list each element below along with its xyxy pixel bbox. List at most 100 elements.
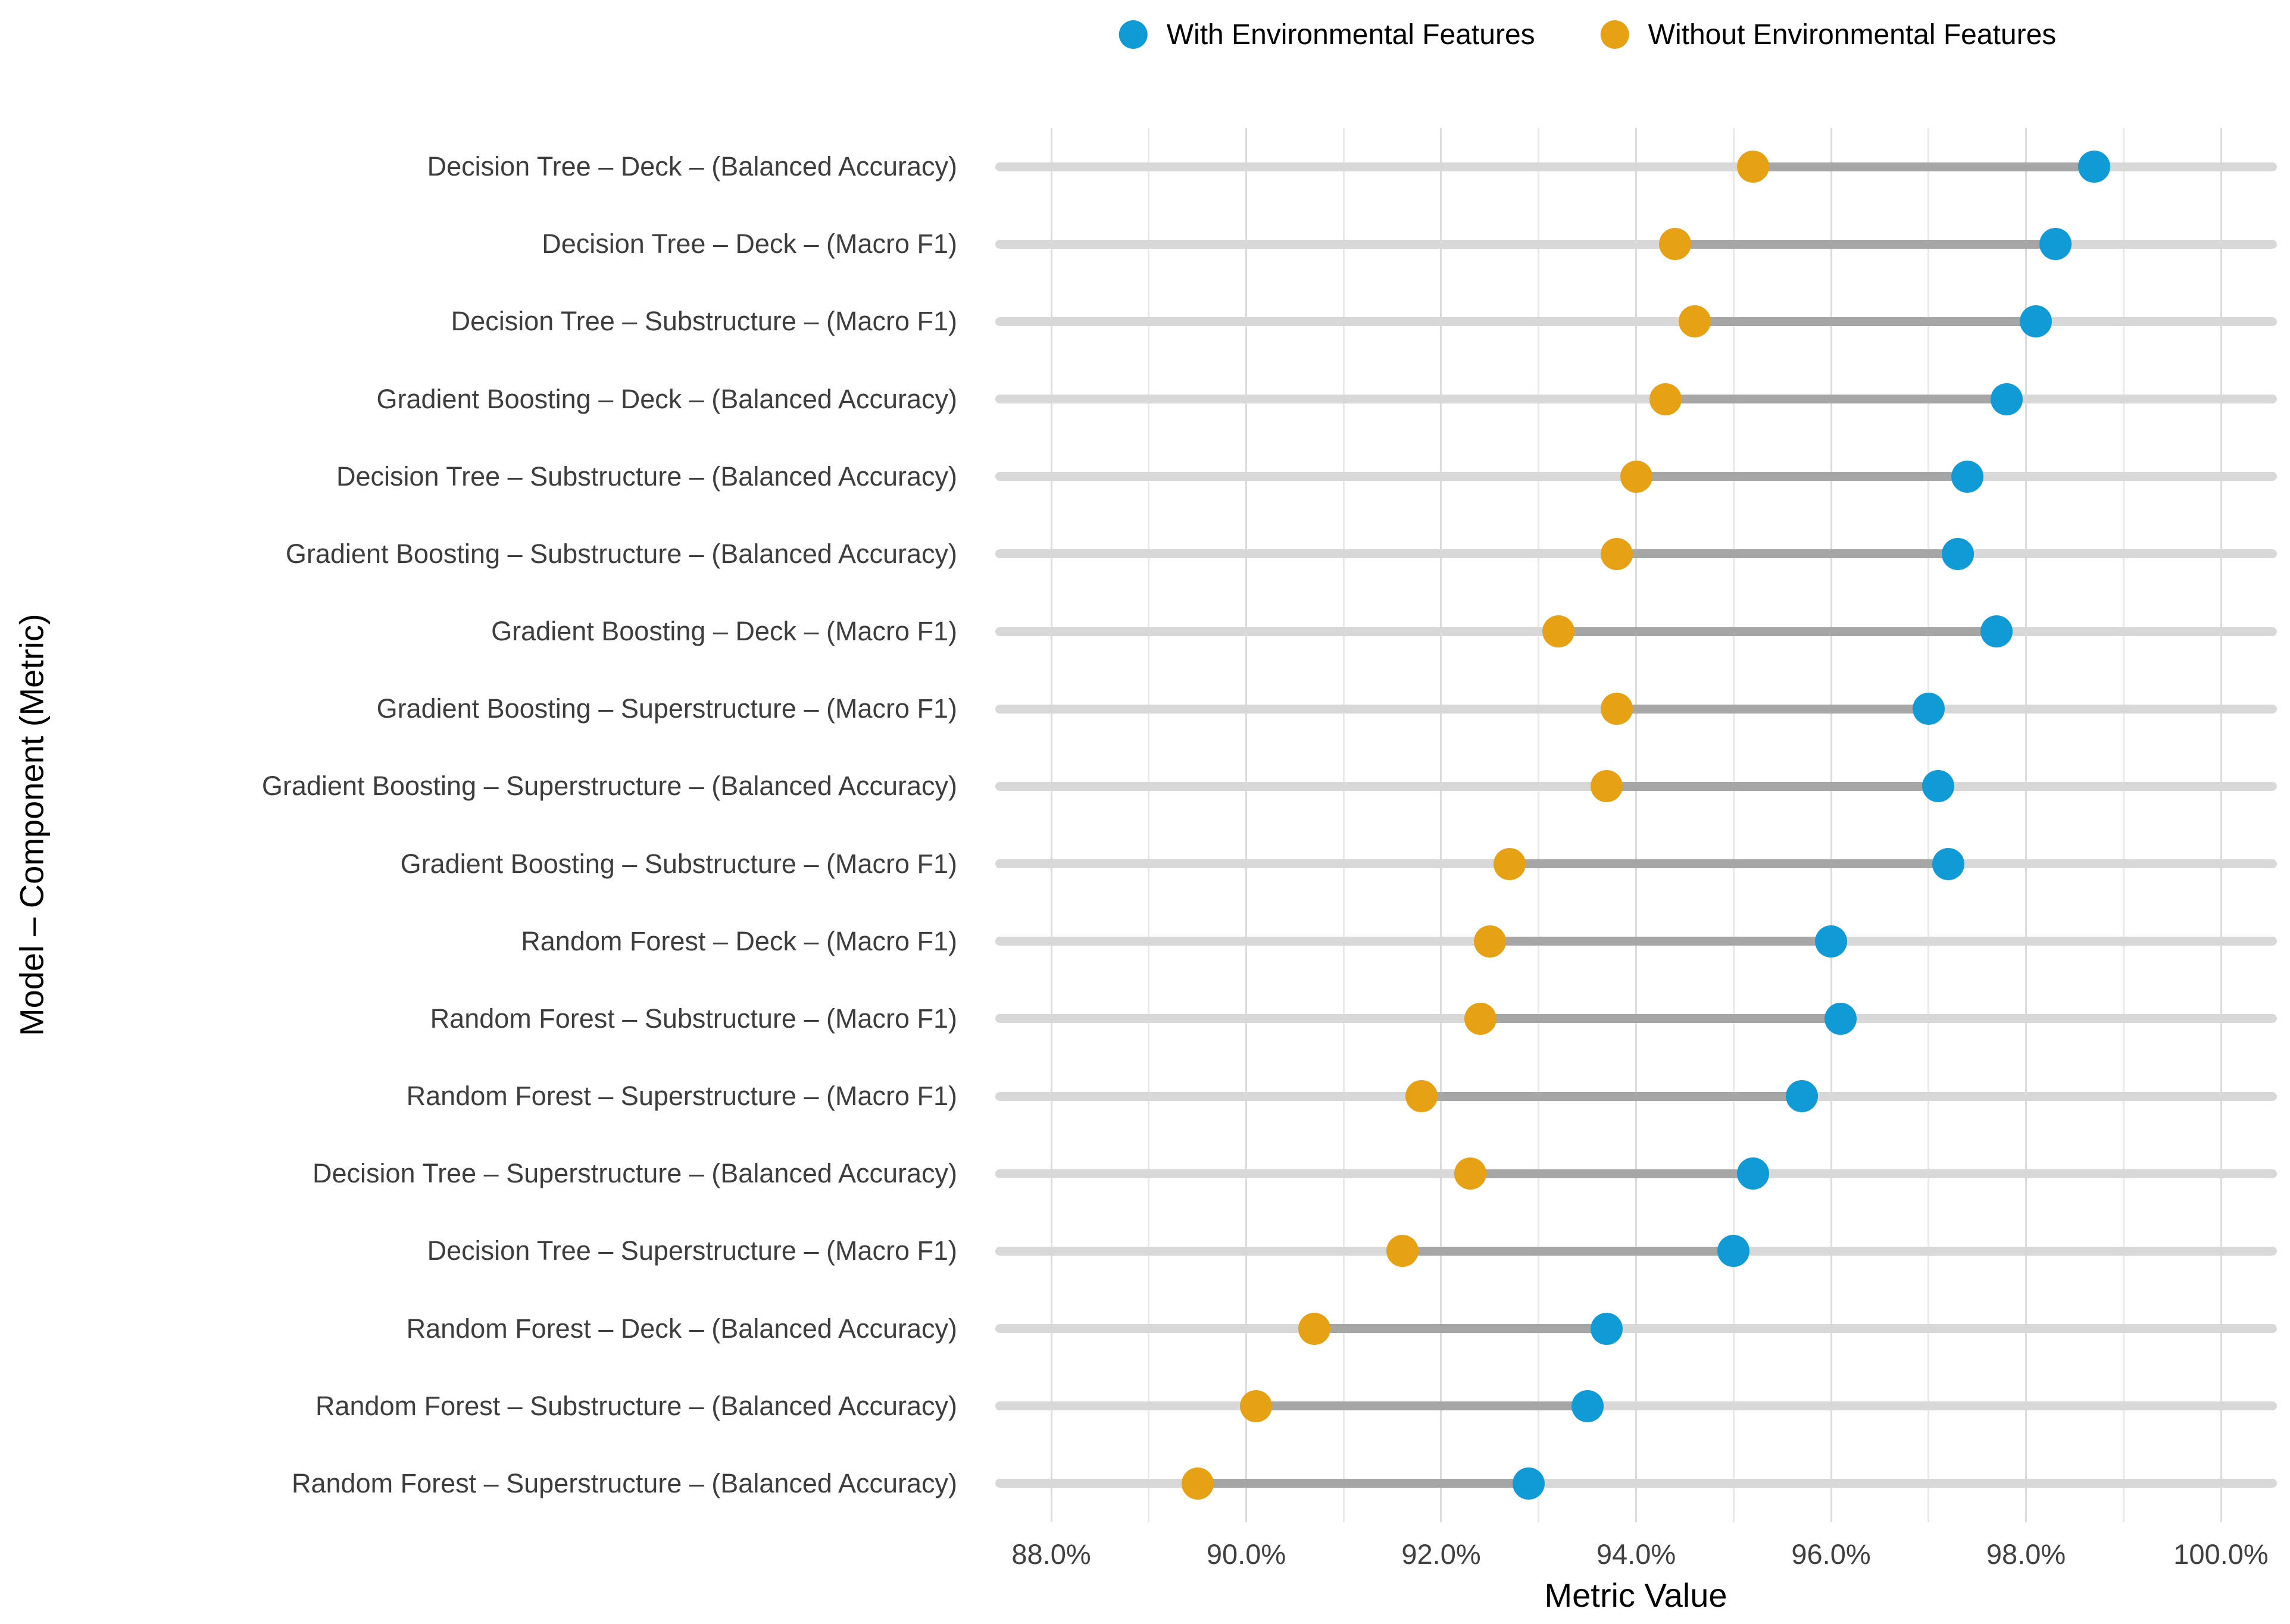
x-tick-label: 88.0%: [1011, 1538, 1091, 1570]
dot-without-environmental: [1600, 537, 1633, 570]
dumbbell-connector: [1607, 781, 1939, 791]
category-label: Random Forest – Superstructure – (Balanc…: [291, 1467, 957, 1498]
category-label: Random Forest – Deck – (Balanced Accurac…: [406, 1313, 957, 1344]
gridline-minor: [1732, 128, 1735, 1522]
dot-without-environmental: [1473, 925, 1506, 957]
row-track: [995, 239, 2277, 249]
gridline-major: [2025, 128, 2027, 1522]
dumbbell-connector: [1675, 239, 2055, 249]
legend-item-with: With Environmental Features: [1119, 18, 1535, 51]
dot-with-environmental: [1980, 615, 2013, 648]
dot-without-environmental: [1620, 460, 1652, 493]
row-track: [995, 317, 2277, 326]
legend-dot-with-icon: [1119, 20, 1148, 49]
category-label: Random Forest – Substructure – (Balanced…: [315, 1390, 957, 1421]
plot-panel: [995, 128, 2277, 1522]
category-label: Gradient Boosting – Substructure – (Macr…: [400, 848, 957, 879]
category-label: Decision Tree – Superstructure – (Macro …: [427, 1235, 957, 1266]
dot-with-environmental: [1941, 537, 1974, 570]
dot-with-environmental: [1571, 1390, 1604, 1422]
dot-without-environmental: [1649, 383, 1682, 415]
dot-without-environmental: [1600, 693, 1633, 725]
gridline-minor: [1342, 128, 1345, 1522]
dot-with-environmental: [1912, 693, 1945, 725]
dumbbell-connector: [1314, 1324, 1607, 1334]
dot-without-environmental: [1454, 1157, 1487, 1190]
x-axis-title: Metric Value: [1544, 1576, 1727, 1614]
category-label: Gradient Boosting – Deck – (Balanced Acc…: [376, 383, 958, 414]
category-label: Random Forest – Superstructure – (Macro …: [406, 1081, 957, 1112]
gridline-major: [1635, 128, 1637, 1522]
dumbbell-connector: [1509, 859, 1948, 869]
dot-with-environmental: [1513, 1467, 1545, 1500]
dot-with-environmental: [1815, 925, 1847, 957]
row-track: [995, 1401, 2277, 1411]
category-label: Decision Tree – Deck – (Balanced Accurac…: [427, 151, 957, 182]
dot-with-environmental: [1951, 460, 1984, 493]
category-label: Decision Tree – Substructure – (Balanced…: [336, 461, 957, 492]
x-tick-label: 92.0%: [1401, 1538, 1481, 1570]
category-label: Decision Tree – Substructure – (Macro F1…: [451, 306, 957, 337]
dot-without-environmental: [1298, 1312, 1331, 1345]
gridline-minor: [2122, 128, 2125, 1522]
dot-without-environmental: [1405, 1080, 1438, 1113]
gridline-major: [1050, 128, 1052, 1522]
dumbbell-connector: [1470, 1169, 1753, 1178]
dumbbell-connector: [1665, 395, 2007, 404]
dot-without-environmental: [1493, 847, 1526, 880]
dot-without-environmental: [1386, 1235, 1419, 1268]
legend-label-without: Without Environmental Features: [1648, 18, 2057, 51]
gridline-minor: [1927, 128, 1930, 1522]
x-tick-label: 100.0%: [2173, 1538, 2269, 1570]
dot-without-environmental: [1737, 151, 1769, 183]
dot-with-environmental: [1737, 1157, 1769, 1190]
category-label: Gradient Boosting – Substructure – (Bala…: [285, 538, 957, 569]
dot-without-environmental: [1678, 305, 1711, 338]
dot-without-environmental: [1542, 615, 1574, 648]
gridline-major: [1245, 128, 1247, 1522]
chart-legend: With Environmental Features Without Envi…: [1119, 10, 2057, 60]
x-tick-label: 90.0%: [1206, 1538, 1286, 1570]
dumbbell-connector: [1402, 1246, 1734, 1256]
dumbbell-connector: [1753, 162, 2095, 171]
category-label: Gradient Boosting – Superstructure – (Ma…: [376, 693, 957, 724]
y-axis-labels: Decision Tree – Deck – (Balanced Accurac…: [0, 128, 976, 1522]
dumbbell-connector: [1616, 549, 1958, 559]
x-tick-label: 96.0%: [1791, 1538, 1871, 1570]
category-label: Decision Tree – Superstructure – (Balanc…: [312, 1158, 957, 1189]
dumbbell-connector: [1197, 1479, 1529, 1488]
dumbbell-connector: [1480, 1014, 1841, 1024]
dot-with-environmental: [2039, 228, 2072, 261]
dot-with-environmental: [1591, 1312, 1623, 1345]
row-track: [995, 1324, 2277, 1334]
gridline-major: [2220, 128, 2222, 1522]
x-axis-tick-labels: 88.0% 90.0% 92.0% 94.0% 96.0% 98.0% 100.0%: [995, 1538, 2277, 1576]
category-label: Gradient Boosting – Superstructure – (Ba…: [261, 771, 957, 802]
dot-with-environmental: [1922, 770, 1955, 803]
dumbbell-connector: [1558, 627, 1997, 636]
x-tick-label: 94.0%: [1596, 1538, 1676, 1570]
dot-with-environmental: [2078, 151, 2111, 183]
dumbbell-connector: [1489, 937, 1831, 946]
dot-without-environmental: [1239, 1390, 1272, 1422]
dumbbell-connector: [1694, 317, 2036, 326]
dot-with-environmental: [1824, 1002, 1857, 1035]
dumbbell-connector: [1422, 1091, 1802, 1101]
dot-without-environmental: [1181, 1467, 1214, 1500]
dot-with-environmental: [1932, 847, 1964, 880]
category-label: Gradient Boosting – Deck – (Macro F1): [491, 616, 957, 647]
dumbbell-connector: [1616, 704, 1929, 714]
legend-label-with: With Environmental Features: [1166, 18, 1535, 51]
gridline-minor: [1148, 128, 1150, 1522]
dot-without-environmental: [1464, 1002, 1497, 1035]
dot-with-environmental: [1990, 383, 2023, 415]
gridline-major: [1830, 128, 1832, 1522]
gridline-major: [1440, 128, 1442, 1522]
row-track: [995, 395, 2277, 404]
x-tick-label: 98.0%: [1986, 1538, 2066, 1570]
gridline-minor: [1538, 128, 1540, 1522]
dot-without-environmental: [1659, 228, 1691, 261]
dumbbell-connector: [1636, 472, 1968, 481]
category-label: Random Forest – Substructure – (Macro F1…: [430, 1003, 957, 1034]
